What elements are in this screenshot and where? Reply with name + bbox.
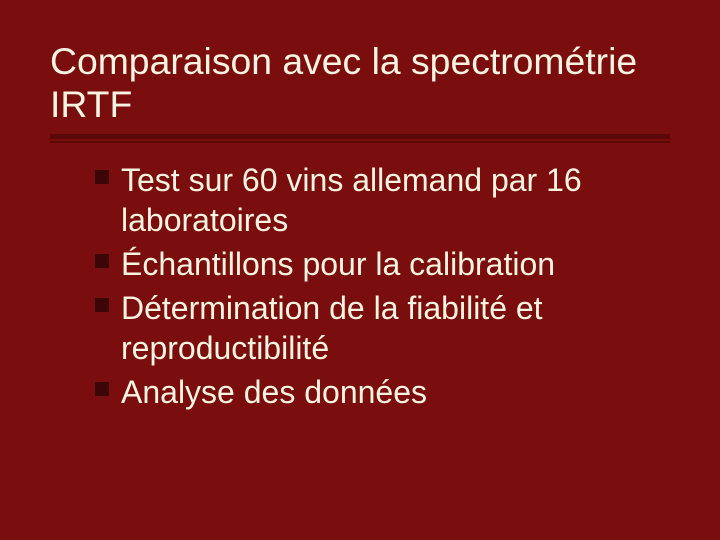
square-bullet-icon [95,254,109,268]
slide: Comparaison avec la spectrométrie IRTF T… [0,0,720,540]
underline-bar-thin [50,141,670,143]
title-region: Comparaison avec la spectrométrie IRTF [50,40,670,138]
square-bullet-icon [95,382,109,396]
bullet-item: Échantillons pour la calibration [95,244,635,284]
bullet-item: Test sur 60 vins allemand par 16 laborat… [95,160,635,240]
square-bullet-icon [95,170,109,184]
bullet-item: Analyse des données [95,372,635,412]
underline-bar-thick [50,134,670,139]
bullet-text: Analyse des données [121,374,427,410]
square-bullet-icon [95,298,109,312]
body-region: Test sur 60 vins allemand par 16 laborat… [95,160,635,416]
slide-title: Comparaison avec la spectrométrie IRTF [50,40,670,126]
bullet-item: Détermination de la fiabilité et reprodu… [95,288,635,368]
bullet-text: Test sur 60 vins allemand par 16 laborat… [121,162,582,238]
bullet-text: Échantillons pour la calibration [121,246,555,282]
bullet-text: Détermination de la fiabilité et reprodu… [121,290,543,366]
title-underline [50,134,670,138]
